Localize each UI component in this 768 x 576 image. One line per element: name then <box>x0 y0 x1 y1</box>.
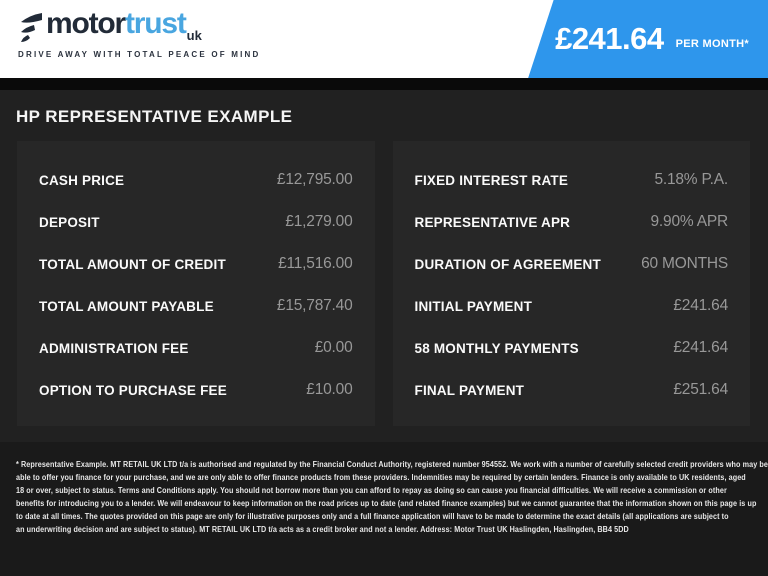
finance-value: 60 MONTHS <box>641 255 728 272</box>
finance-row: REPRESENTATIVE APR 9.90% APR <box>415 201 729 243</box>
finance-label: CASH PRICE <box>39 172 125 188</box>
finance-row: 58 MONTHLY PAYMENTS £241.64 <box>415 327 729 369</box>
finance-label: INITIAL PAYMENT <box>414 298 533 314</box>
disclaimer-line: benefits for introducing you to a lender… <box>16 499 757 508</box>
finance-row: FIXED INTEREST RATE 5.18% P.A. <box>415 159 729 201</box>
finance-label: 58 MONTHLY PAYMENTS <box>414 340 579 356</box>
monthly-price-period: PER MONTH* <box>675 38 749 50</box>
finance-panel-right: FIXED INTEREST RATE 5.18% P.A. REPRESENT… <box>392 141 750 426</box>
finance-row: INITIAL PAYMENT £241.64 <box>415 285 729 327</box>
finance-value: £1,279.00 <box>285 213 353 230</box>
finance-value: £15,787.40 <box>276 297 353 314</box>
finance-label: TOTAL AMOUNT OF CREDIT <box>39 256 226 272</box>
disclaimer-line: to date at all times. The quotes provide… <box>16 512 729 521</box>
finance-value: £12,795.00 <box>276 171 353 188</box>
logo-text-trust: trust <box>125 7 187 40</box>
brand-logo[interactable]: motor trust uk DRIVE AWAY WITH TOTAL PEACE… <box>18 7 261 60</box>
page-title: HP REPRESENTATIVE EXAMPLE <box>16 107 293 126</box>
finance-row: TOTAL AMOUNT OF CREDIT £11,516.00 <box>39 243 353 285</box>
finance-value: £0.00 <box>314 339 353 356</box>
finance-label: DEPOSIT <box>39 214 100 230</box>
finance-label: ADMINISTRATION FEE <box>39 340 189 356</box>
header-divider <box>0 78 768 90</box>
monthly-price-amount: £241.64 <box>555 21 664 56</box>
finance-label: FINAL PAYMENT <box>414 382 525 398</box>
finance-label: OPTION TO PURCHASE FEE <box>39 382 227 398</box>
finance-row: DURATION OF AGREEMENT 60 MONTHS <box>415 243 729 285</box>
logo-text-motor: motor <box>46 7 126 40</box>
finance-panel-left: CASH PRICE £12,795.00 DEPOSIT £1,279.00 … <box>17 141 375 426</box>
finance-row: TOTAL AMOUNT PAYABLE £15,787.40 <box>39 285 353 327</box>
finance-row: FINAL PAYMENT £251.64 <box>415 369 729 411</box>
finance-value: £11,516.00 <box>278 255 353 272</box>
finance-row: ADMINISTRATION FEE £0.00 <box>39 327 353 369</box>
finance-value: 9.90% APR <box>650 213 729 230</box>
finance-value: £10.00 <box>306 381 353 398</box>
finance-panels: CASH PRICE £12,795.00 DEPOSIT £1,279.00 … <box>17 141 750 426</box>
finance-value: 5.18% P.A. <box>654 171 728 188</box>
logo-text-uk: uk <box>186 28 202 43</box>
finance-label: FIXED INTEREST RATE <box>414 172 569 188</box>
finance-value: £241.64 <box>673 339 728 356</box>
wing-icon <box>21 13 42 42</box>
main-content: HP REPRESENTATIVE EXAMPLE CASH PRICE £12… <box>0 90 768 442</box>
finance-row: OPTION TO PURCHASE FEE £10.00 <box>39 369 353 411</box>
finance-row: CASH PRICE £12,795.00 <box>39 159 353 201</box>
disclaimer-line: 18 or over, subject to status. Terms and… <box>16 486 727 495</box>
finance-label: TOTAL AMOUNT PAYABLE <box>39 298 214 314</box>
brand-tagline: DRIVE AWAY WITH TOTAL PEACE OF MIND <box>18 50 261 59</box>
disclaimer-line: an underwriting decision and are subject… <box>16 525 629 534</box>
finance-row: DEPOSIT £1,279.00 <box>39 201 353 243</box>
finance-value: £251.64 <box>673 381 728 398</box>
monthly-price-banner: £241.64 PER MONTH* <box>528 0 768 78</box>
finance-label: DURATION OF AGREEMENT <box>414 256 601 272</box>
site-header: motor trust uk DRIVE AWAY WITH TOTAL PEACE… <box>0 0 768 78</box>
finance-label: REPRESENTATIVE APR <box>414 214 571 230</box>
finance-value: £241.64 <box>673 297 728 314</box>
disclaimer-line: able to offer you finance for your purch… <box>16 473 746 482</box>
legal-disclaimer: * Representative Example. MT RETAIL UK L… <box>0 442 768 576</box>
disclaimer-line: * Representative Example. MT RETAIL UK L… <box>16 460 768 469</box>
